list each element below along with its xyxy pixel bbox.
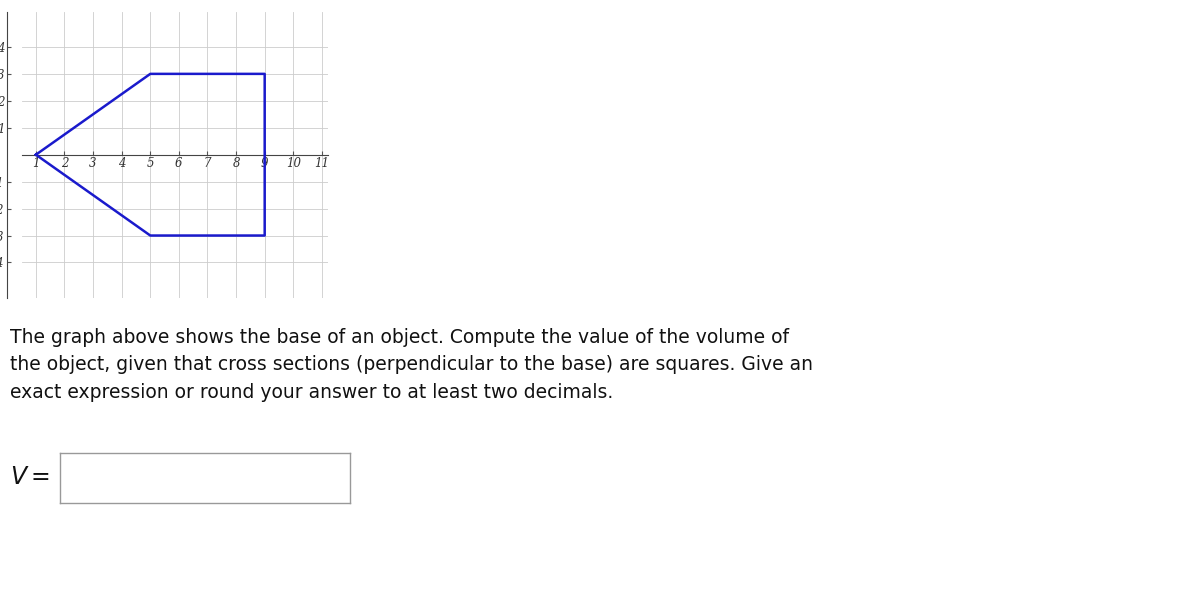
Text: $V =$: $V =$	[10, 466, 50, 490]
Text: The graph above shows the base of an object. Compute the value of the volume of
: The graph above shows the base of an obj…	[10, 328, 814, 402]
